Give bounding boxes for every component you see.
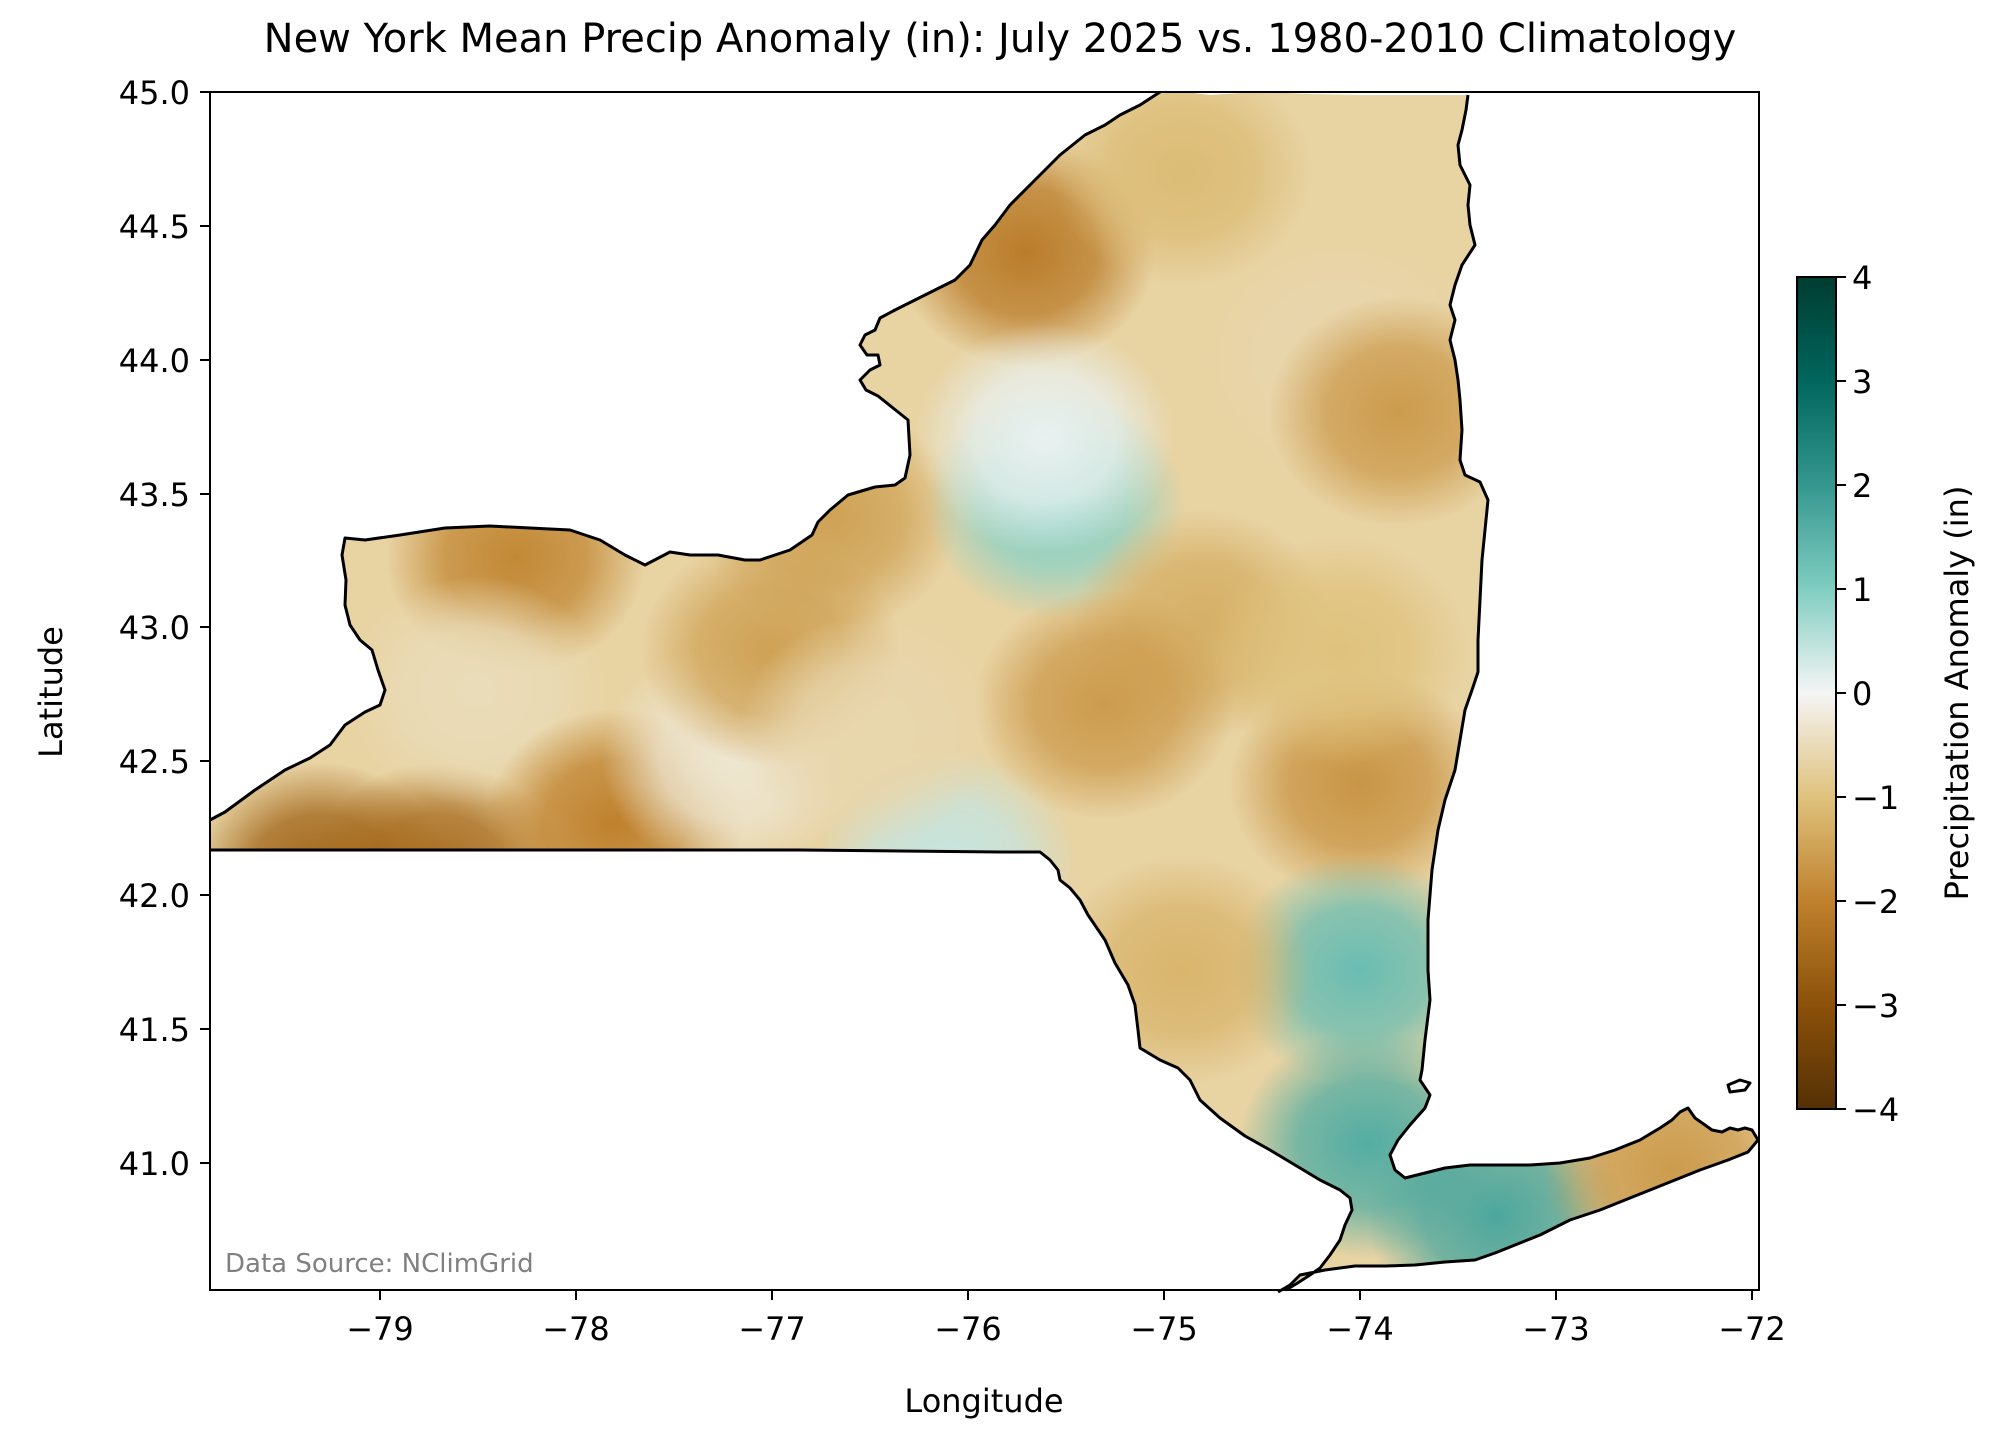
state-outline	[209, 90, 1760, 1294]
y-tick: 42.5	[119, 743, 210, 781]
x-tick: −78	[542, 1290, 610, 1348]
anomaly-cell	[915, 323, 1176, 554]
y-tick-label: 44.5	[119, 208, 190, 246]
chart-title: New York Mean Precip Anomaly (in): July …	[264, 16, 1737, 62]
x-tick: −75	[1130, 1290, 1198, 1348]
y-tick-label: 43.0	[119, 609, 190, 647]
colorbar-tick: −2	[1836, 883, 1899, 921]
colorbar-tick-label: 0	[1852, 675, 1872, 713]
x-tick-label: −78	[542, 1310, 610, 1348]
y-tick: 44.5	[119, 208, 210, 246]
y-tick: 41.0	[119, 1145, 210, 1183]
colorbar: −4 −3 −2 −1 0 1 2 3 4 Precipitation Anom…	[1796, 259, 1976, 1129]
x-tick-label: −73	[1522, 1310, 1590, 1348]
anomaly-cell	[738, 615, 999, 846]
colorbar-tick-label: −1	[1852, 779, 1899, 817]
y-tick-label: 41.0	[119, 1145, 190, 1183]
anomaly-cell	[1209, 536, 1470, 767]
x-tick-label: −75	[1130, 1310, 1198, 1348]
colorbar-tick-label: 2	[1852, 467, 1872, 505]
colorbar-label: Precipitation Anomaly (in)	[1938, 486, 1976, 901]
y-tick: 43.5	[119, 476, 210, 514]
y-tick-label: 42.5	[119, 743, 190, 781]
colorbar-tick: −1	[1836, 779, 1899, 817]
x-tick-label: −76	[934, 1310, 1002, 1348]
colorbar-tick-label: 3	[1852, 363, 1872, 401]
y-tick: 44.0	[119, 342, 210, 380]
x-tick-label: −72	[1718, 1310, 1786, 1348]
x-tick: −76	[934, 1290, 1002, 1348]
y-tick-label: 43.5	[119, 476, 190, 514]
x-axis-label: Longitude	[904, 1382, 1063, 1420]
y-tick: 42.0	[119, 877, 210, 915]
colorbar-tick-label: 4	[1852, 259, 1872, 297]
axes-frame	[209, 91, 1760, 1291]
colorbar-tick-label: −2	[1852, 883, 1899, 921]
y-tick-label: 44.0	[119, 342, 190, 380]
x-tick-label: −77	[738, 1310, 806, 1348]
plot-area: Data Source: NClimGrid	[209, 90, 1760, 1294]
y-tick: 41.5	[119, 1011, 210, 1049]
x-tick: −79	[346, 1290, 414, 1348]
y-tick-label: 45.0	[119, 74, 190, 112]
colorbar-tick: −4	[1836, 1091, 1899, 1129]
x-tick: −73	[1522, 1290, 1590, 1348]
y-axis-label: Latitude	[32, 626, 70, 758]
colorbar-tick: −3	[1836, 987, 1899, 1025]
colorbar-tick-label: −4	[1852, 1091, 1899, 1129]
x-tick: −72	[1718, 1290, 1786, 1348]
y-axis: 41.0 41.5 42.0 42.5 43.0 43.5 44.0 44.5 …	[119, 74, 210, 1183]
y-tick: 43.0	[119, 609, 210, 647]
colorbar-tick: 3	[1836, 363, 1872, 401]
y-tick-label: 42.0	[119, 877, 190, 915]
y-tick: 45.0	[119, 74, 210, 112]
x-tick: −74	[1326, 1290, 1394, 1348]
anomaly-cell	[974, 589, 1235, 820]
colorbar-tick: 2	[1836, 467, 1872, 505]
colorbar-tick-label: −3	[1852, 987, 1899, 1025]
colorbar-tick: 4	[1836, 259, 1872, 297]
x-tick-label: −79	[346, 1310, 414, 1348]
colorbar-gradient	[1796, 276, 1837, 1110]
colorbar-tick: 1	[1836, 571, 1872, 609]
x-tick: −77	[738, 1290, 806, 1348]
x-axis: −79 −78 −77 −76 −75 −74 −73 −72	[346, 1290, 1786, 1348]
y-tick-label: 41.5	[119, 1011, 190, 1049]
data-source-note: Data Source: NClimGrid	[225, 1249, 534, 1279]
colorbar-tick-label: 1	[1852, 571, 1872, 609]
colorbar-tick: 0	[1836, 675, 1872, 713]
x-tick-label: −74	[1326, 1310, 1394, 1348]
